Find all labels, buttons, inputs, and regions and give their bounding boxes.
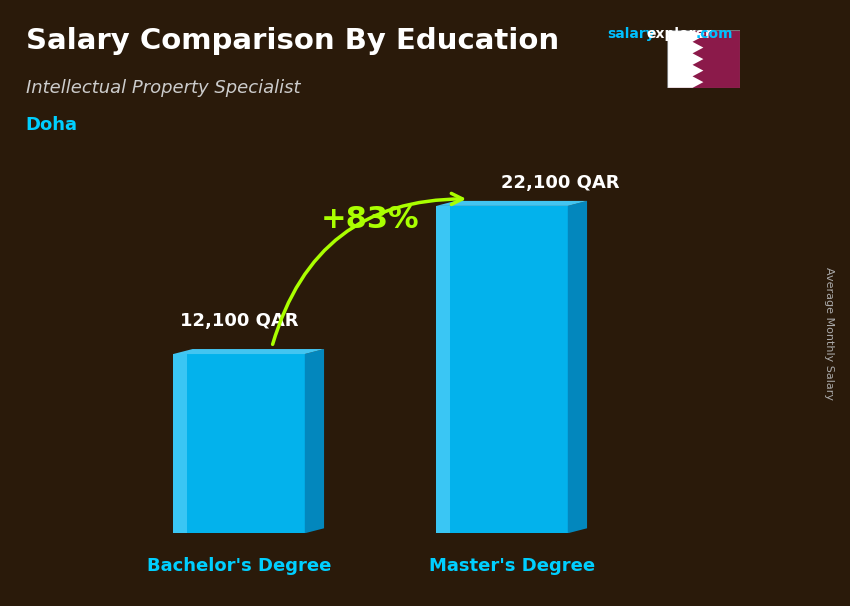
Polygon shape: [667, 30, 703, 88]
Text: .com: .com: [695, 27, 733, 41]
Polygon shape: [568, 201, 587, 533]
Text: Doha: Doha: [26, 116, 77, 135]
Text: 22,100 QAR: 22,100 QAR: [501, 174, 620, 192]
Polygon shape: [436, 206, 568, 533]
Text: Bachelor's Degree: Bachelor's Degree: [147, 558, 332, 575]
Polygon shape: [173, 354, 187, 533]
Polygon shape: [667, 30, 740, 88]
Text: explorer: explorer: [646, 27, 711, 41]
Text: +83%: +83%: [321, 205, 420, 235]
Polygon shape: [173, 349, 324, 354]
Polygon shape: [436, 206, 450, 533]
Polygon shape: [304, 349, 324, 533]
Polygon shape: [173, 354, 304, 533]
Text: Intellectual Property Specialist: Intellectual Property Specialist: [26, 79, 300, 97]
Text: 12,100 QAR: 12,100 QAR: [179, 312, 298, 330]
Polygon shape: [436, 201, 587, 206]
Text: Salary Comparison By Education: Salary Comparison By Education: [26, 27, 558, 55]
Text: salary: salary: [608, 27, 655, 41]
Text: Master's Degree: Master's Degree: [428, 558, 595, 575]
Text: Average Monthly Salary: Average Monthly Salary: [824, 267, 834, 400]
